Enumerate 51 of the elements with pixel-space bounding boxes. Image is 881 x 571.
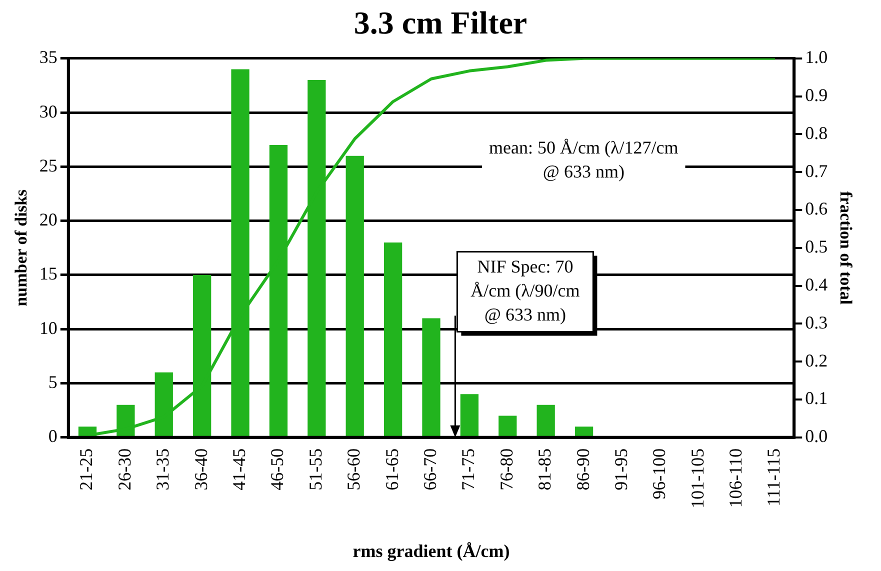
x-tick-label: 31-35 [152,448,173,490]
y2-tick-label: 0.8 [805,122,828,143]
x-tick-label: 36-40 [190,448,211,490]
x-tick-label: 56-60 [344,448,364,490]
y2-tick-label: 0.3 [805,312,828,332]
y2-tick-label: 0.1 [805,388,828,408]
y2-tick-label: 0.9 [805,85,828,106]
x-tick-label: 66-70 [420,448,440,490]
annotation: NIF Spec: 70 Å/cm (λ/90/cm @ 633 nm) [470,256,580,324]
y-tick-label: 5 [48,372,58,392]
x-tick-label: 71-75 [458,448,478,490]
annotation: mean: 50 Å/cm (λ/127/cm @ 633 nm) [489,137,678,182]
x-tick-label: 41-45 [229,448,250,490]
x-axis-title: rms gradient (Å/cm) [352,540,510,561]
y-tick-label: 20 [39,210,58,230]
x-tick-label: 106-110 [726,448,746,508]
bar [498,416,517,436]
chart-title: 3.3 cm Filter [354,4,528,40]
y2-tick-label: 0.5 [805,236,828,257]
y2-tick-label: 0.2 [805,350,828,370]
bar [384,242,402,436]
x-tick-label: 46-50 [267,448,288,490]
x-tick-label: 81-85 [534,448,555,490]
y2-tick-label: 0.7 [805,160,828,181]
x-tick-label: 21-25 [76,448,96,490]
x-tick-label: 111-115 [764,448,784,506]
y-tick-label: 35 [39,47,58,68]
x-tick-label: 101-105 [687,448,708,508]
y-tick-label: 15 [39,264,58,284]
y2-tick-label: 0.0 [805,426,828,446]
bar [346,156,364,436]
y-tick-label: 0 [48,426,58,446]
bar [422,318,440,436]
x-tick-label: 86-90 [572,448,593,490]
bar [574,426,594,436]
x-tick-label: 96-100 [649,448,670,500]
y-tick-label: 30 [39,101,58,122]
y-tick-label: 25 [39,155,58,176]
y-axis-title: number of disks [12,189,31,306]
y2-tick-label: 1.0 [805,47,828,68]
x-tick-label: 76-80 [496,448,516,490]
bar [536,404,555,436]
x-tick-label: 61-65 [382,448,402,490]
bar [460,394,479,436]
x-tick-label: 26-30 [114,448,134,490]
y2-axis-title: fraction of total [836,191,856,305]
y-tick-label: 10 [39,318,58,338]
y2-tick-label: 0.6 [805,198,828,219]
x-tick-label: 91-95 [610,448,631,490]
x-tick-label: 51-55 [305,448,326,490]
y2-tick-label: 0.4 [805,274,828,295]
